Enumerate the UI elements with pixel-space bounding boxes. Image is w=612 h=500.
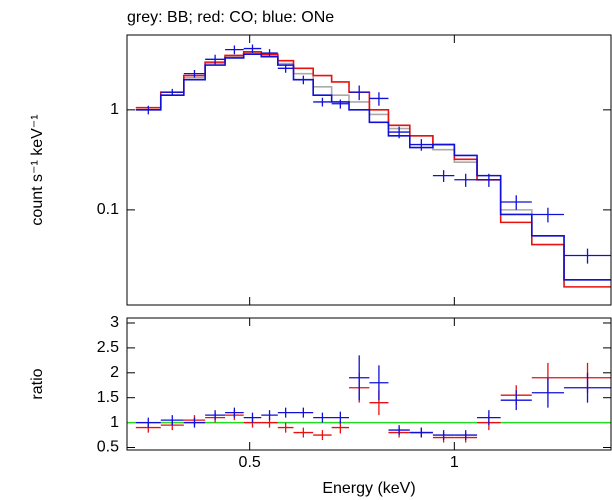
model-step [135, 51, 611, 288]
y-tick-label: 2.5 [97, 339, 119, 356]
y-tick-label: 0.1 [97, 201, 119, 218]
ratio-point [313, 412, 332, 423]
ratio-point [564, 372, 611, 403]
y-tick-label: 1 [110, 414, 119, 431]
ratio-point [349, 355, 370, 401]
x-axis-label: Energy (keV) [322, 480, 415, 497]
data-point [477, 173, 501, 187]
y-tick-label: 0.5 [97, 439, 119, 456]
y-tick-label: 3 [110, 314, 119, 331]
data-point [331, 99, 350, 109]
y-axis-label: count s⁻¹ keV⁻¹ [29, 114, 46, 225]
data-point [564, 248, 611, 264]
data-point [205, 54, 226, 65]
y-tick-label: 2 [110, 364, 119, 381]
data-point [183, 70, 206, 78]
ratio-point [531, 377, 565, 408]
data-point [454, 173, 478, 187]
chart-title: grey: BB; red: CO; blue: ONe [127, 9, 334, 26]
ratio-point [225, 407, 244, 418]
ratio-point [432, 430, 455, 441]
ratio-point [277, 422, 294, 433]
data-point [388, 126, 410, 139]
ratio-point [477, 410, 501, 426]
data-point [313, 97, 332, 107]
data-point [432, 170, 455, 182]
ratio-point [369, 365, 389, 401]
ratio-point [293, 427, 314, 438]
ratio-point [243, 412, 262, 423]
plot-frame [126, 34, 612, 306]
x-tick-label: 1 [450, 454, 459, 471]
x-tick-label: 0.5 [239, 454, 261, 471]
ratio-axis-label: ratio [29, 368, 46, 399]
ratio-point [454, 430, 478, 441]
ratio-point [205, 410, 226, 421]
ratio-point [331, 411, 350, 424]
ratio-point [277, 407, 294, 418]
data-point [349, 85, 370, 101]
ratio-point [500, 390, 532, 411]
ratio-point [160, 415, 184, 426]
data-point [500, 195, 532, 210]
ratio-point [388, 425, 410, 436]
data-point [225, 45, 244, 55]
ratio-point [409, 427, 433, 438]
ratio-point [183, 417, 206, 428]
plot-frame [126, 317, 612, 451]
data-point [135, 105, 161, 115]
ratio-point [135, 417, 161, 428]
data-point [293, 75, 314, 85]
data-point [531, 207, 565, 223]
y-tick-label: 1 [110, 101, 119, 118]
data-point [409, 139, 433, 151]
y-tick-label: 1.5 [97, 389, 119, 406]
ratio-point [313, 430, 332, 441]
model-step [135, 52, 611, 281]
data-point [160, 88, 184, 96]
ratio-point [293, 407, 314, 418]
model-step [135, 53, 611, 281]
data-point [243, 44, 262, 54]
ratio-point [261, 410, 278, 421]
data-point [261, 49, 278, 58]
data-point [369, 92, 389, 106]
data-point [277, 64, 294, 73]
ratio-point [331, 421, 350, 434]
